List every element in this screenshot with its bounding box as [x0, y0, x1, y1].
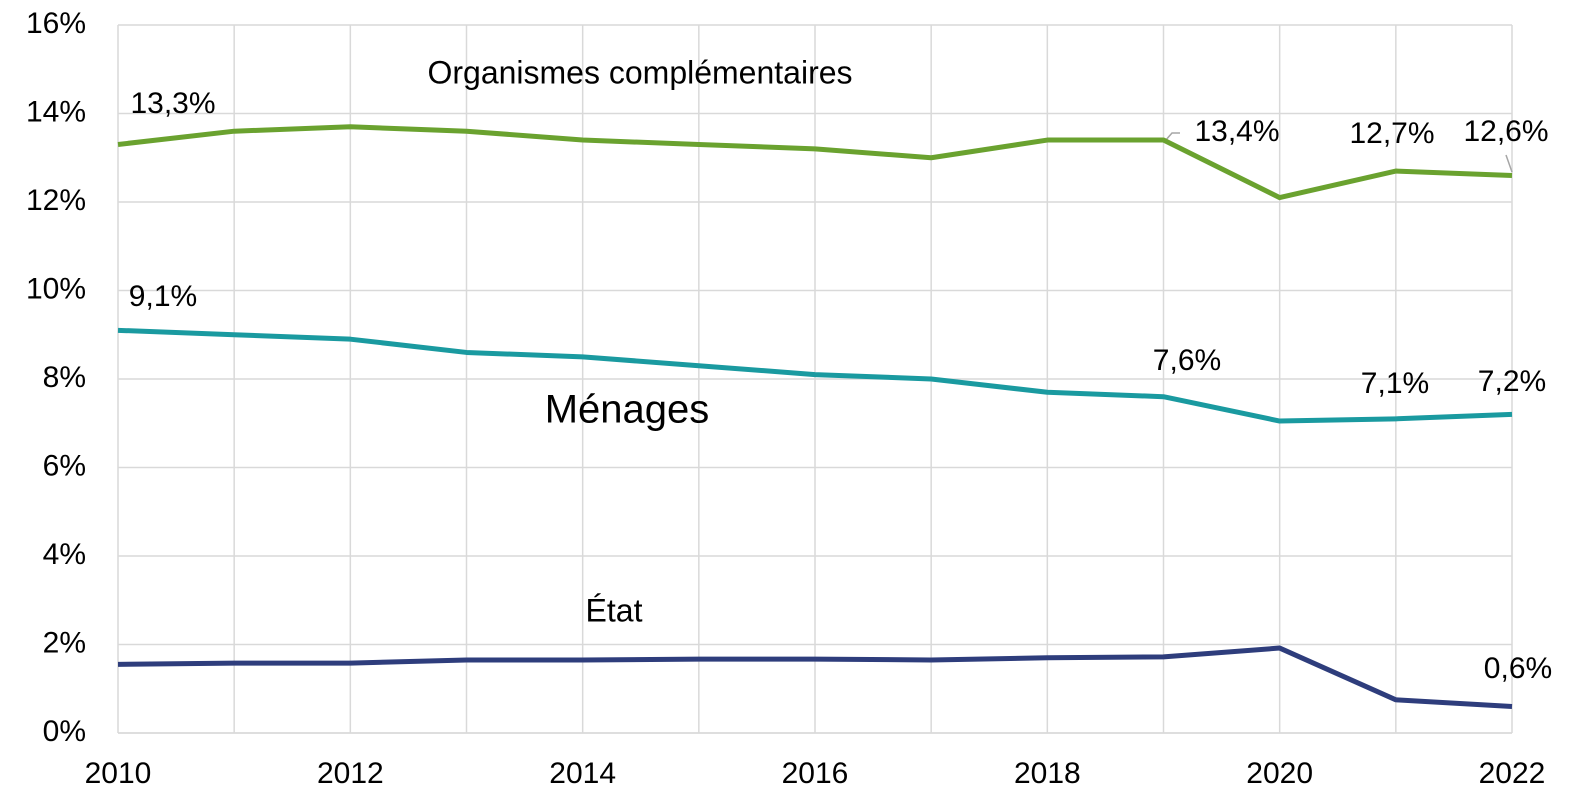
y-tick-label: 6% — [43, 449, 86, 482]
leader-line — [1164, 132, 1180, 142]
data-label: 7,2% — [1478, 365, 1546, 398]
y-tick-label: 2% — [43, 626, 86, 659]
x-tick-label: 2018 — [1014, 757, 1081, 790]
y-tick-label: 0% — [43, 715, 86, 748]
y-tick-label: 8% — [43, 361, 86, 394]
x-tick-label: 2012 — [317, 757, 384, 790]
data-label: 12,6% — [1463, 115, 1548, 148]
data-label: 0,6% — [1484, 652, 1552, 685]
data-label: 13,3% — [130, 87, 215, 120]
y-tick-label: 12% — [26, 184, 86, 217]
y-tick-label: 4% — [43, 538, 86, 571]
x-tick-label: 2016 — [782, 757, 849, 790]
x-tick-label: 2022 — [1479, 757, 1546, 790]
data-label: 13,4% — [1194, 115, 1279, 148]
data-label: 7,1% — [1361, 367, 1429, 400]
y-tick-label: 10% — [26, 272, 86, 305]
leader-line — [1505, 154, 1513, 173]
data-label: 12,7% — [1349, 117, 1434, 150]
series-line — [117, 645, 1513, 709]
series-line — [117, 327, 1513, 424]
y-tick-label: 16% — [26, 7, 86, 40]
series-line — [117, 124, 1513, 201]
data-label: 9,1% — [129, 280, 197, 313]
series-name: Ménages — [545, 388, 710, 432]
series-name: État — [586, 592, 643, 628]
data-label: 7,6% — [1153, 344, 1221, 377]
x-tick-label: 2014 — [549, 757, 616, 790]
x-tick-label: 2010 — [85, 757, 152, 790]
x-tick-label: 2020 — [1246, 757, 1313, 790]
series-name: Organismes complémentaires — [427, 54, 852, 90]
y-tick-label: 14% — [26, 95, 86, 128]
